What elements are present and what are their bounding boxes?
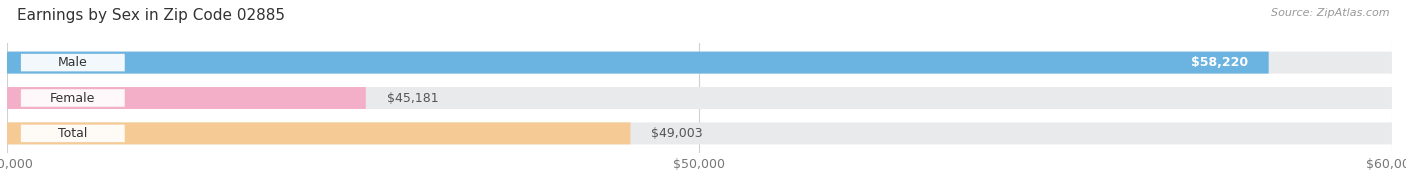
Text: $58,220: $58,220 <box>1191 56 1249 69</box>
Text: $45,181: $45,181 <box>387 92 439 104</box>
FancyBboxPatch shape <box>7 52 1392 74</box>
Text: Earnings by Sex in Zip Code 02885: Earnings by Sex in Zip Code 02885 <box>17 8 285 23</box>
Text: $49,003: $49,003 <box>651 127 703 140</box>
FancyBboxPatch shape <box>7 87 1392 109</box>
FancyBboxPatch shape <box>7 52 1268 74</box>
FancyBboxPatch shape <box>7 122 630 144</box>
FancyBboxPatch shape <box>21 89 125 107</box>
Text: Total: Total <box>58 127 87 140</box>
FancyBboxPatch shape <box>7 87 366 109</box>
FancyBboxPatch shape <box>7 122 1392 144</box>
FancyBboxPatch shape <box>21 125 125 142</box>
Text: Male: Male <box>58 56 87 69</box>
Text: Source: ZipAtlas.com: Source: ZipAtlas.com <box>1271 8 1389 18</box>
FancyBboxPatch shape <box>21 54 125 71</box>
Text: Female: Female <box>51 92 96 104</box>
